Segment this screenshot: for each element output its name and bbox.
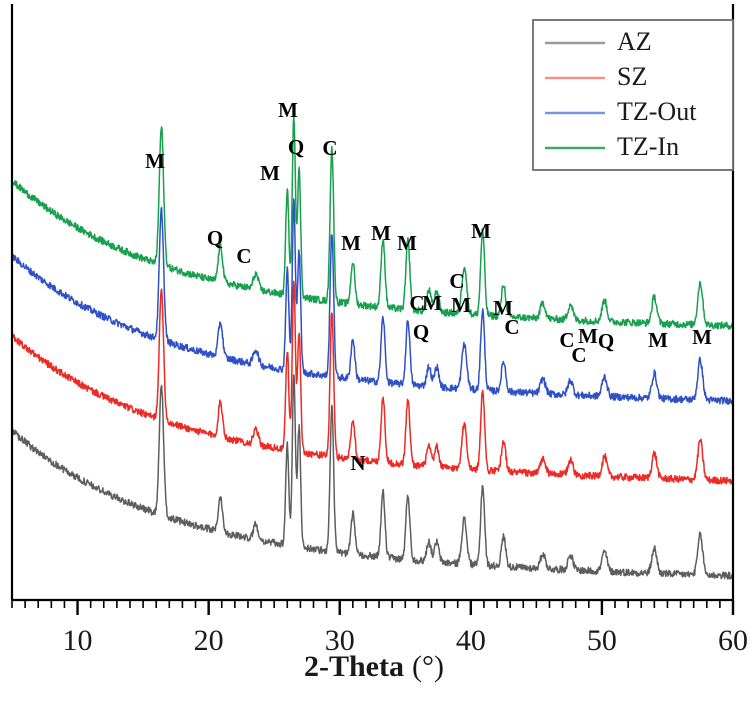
legend-label-sz: SZ [617, 62, 647, 91]
peak-label-M: M [341, 231, 361, 255]
x-tick-label: 40 [456, 624, 486, 657]
peak-label-C: C [236, 244, 251, 268]
legend-label-tz-in: TZ-In [617, 132, 679, 161]
legend-label-az: AZ [617, 27, 652, 56]
legend-label-tz-out: TZ-Out [617, 97, 697, 126]
peak-label-M: M [371, 221, 391, 245]
x-tick-label: 50 [587, 624, 617, 657]
peak-label-M: M [278, 98, 298, 122]
peak-label-M: M [451, 293, 471, 317]
peak-label-M: M [397, 231, 417, 255]
peak-label-Q: Q [207, 226, 223, 250]
peak-label-M: M [471, 219, 491, 243]
series-line-tz-in [12, 115, 733, 330]
peak-label-M: M [648, 328, 668, 352]
peak-label-M: M [493, 296, 513, 320]
peak-label-M: M [578, 324, 598, 348]
peak-label-C: C [504, 315, 519, 339]
x-axis-ticks [11, 600, 735, 615]
series-line-az [12, 374, 733, 580]
x-tick-label: 60 [718, 624, 748, 657]
peak-label-M: M [260, 161, 280, 185]
peak-label-N: N [350, 451, 365, 475]
x-tick-label: 20 [194, 624, 224, 657]
x-tick-labels: 10 20 30 40 50 60 [63, 624, 748, 657]
series-line-sz [12, 280, 733, 485]
peak-label-C: C [322, 136, 337, 160]
peak-label-Q: Q [598, 329, 614, 353]
peak-label-M: M [145, 149, 165, 173]
curves-group [12, 115, 733, 580]
peak-label-Q: Q [288, 135, 304, 159]
series-line-tz-out [12, 198, 733, 405]
peak-label-M: M [422, 291, 442, 315]
peak-label-C: C [559, 328, 574, 352]
peak-label-C: C [409, 291, 424, 315]
x-axis-title-text: 2-Theta [304, 650, 404, 683]
peak-label-M: M [692, 325, 712, 349]
peak-label-C: C [449, 269, 464, 293]
x-tick-label: 10 [63, 624, 93, 657]
x-axis-title-unit: (°) [412, 650, 444, 683]
x-axis-title: 2-Theta (°) [304, 650, 444, 683]
x-tick-label: 30 [325, 624, 355, 657]
peak-label-C: C [571, 343, 586, 367]
peak-label-Q: Q [413, 320, 429, 344]
legend-box [532, 19, 734, 171]
legend: AZ SZ TZ-Out TZ-In [532, 19, 734, 171]
